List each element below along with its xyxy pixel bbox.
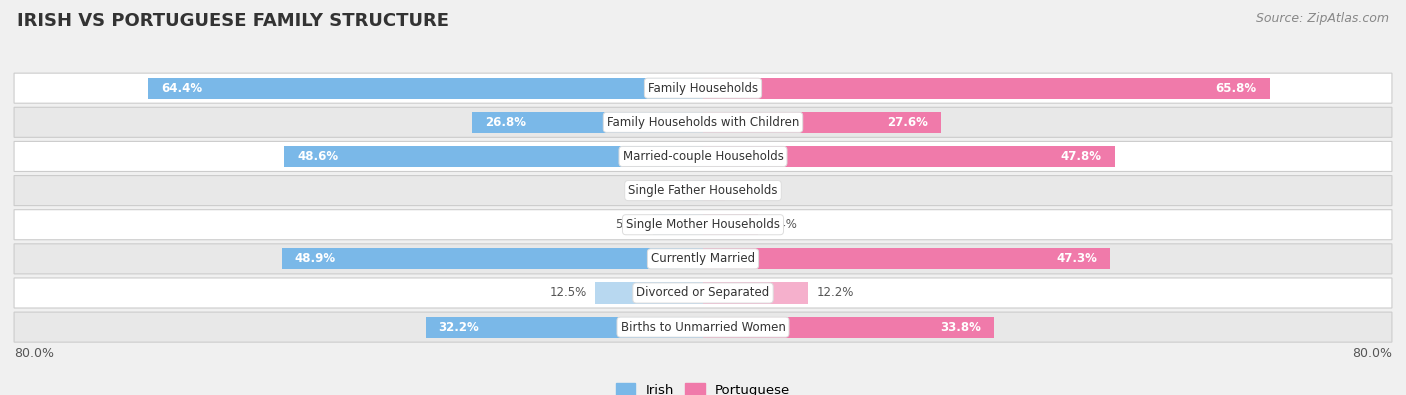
Text: Divorced or Separated: Divorced or Separated — [637, 286, 769, 299]
Text: Family Households: Family Households — [648, 82, 758, 95]
Text: 47.8%: 47.8% — [1060, 150, 1102, 163]
Text: 2.3%: 2.3% — [645, 184, 675, 197]
Text: 27.6%: 27.6% — [887, 116, 928, 129]
Text: 26.8%: 26.8% — [485, 116, 526, 129]
Text: Married-couple Households: Married-couple Households — [623, 150, 783, 163]
Text: 12.2%: 12.2% — [817, 286, 853, 299]
Text: 48.9%: 48.9% — [295, 252, 336, 265]
Text: Currently Married: Currently Married — [651, 252, 755, 265]
Text: Births to Unmarried Women: Births to Unmarried Women — [620, 321, 786, 334]
Legend: Irish, Portuguese: Irish, Portuguese — [610, 378, 796, 395]
Bar — [703, 112, 941, 133]
Text: Source: ZipAtlas.com: Source: ZipAtlas.com — [1256, 12, 1389, 25]
Text: 65.8%: 65.8% — [1216, 82, 1257, 95]
FancyBboxPatch shape — [14, 107, 1392, 137]
FancyBboxPatch shape — [14, 244, 1392, 274]
Text: IRISH VS PORTUGUESE FAMILY STRUCTURE: IRISH VS PORTUGUESE FAMILY STRUCTURE — [17, 12, 449, 30]
Text: Family Households with Children: Family Households with Children — [607, 116, 799, 129]
Bar — [683, 180, 703, 201]
Bar — [703, 180, 724, 201]
Text: 48.6%: 48.6% — [298, 150, 339, 163]
Bar — [703, 248, 1111, 269]
Text: 12.5%: 12.5% — [550, 286, 586, 299]
Text: Single Father Households: Single Father Households — [628, 184, 778, 197]
FancyBboxPatch shape — [14, 73, 1392, 103]
Bar — [652, 214, 703, 235]
Text: 32.2%: 32.2% — [439, 321, 479, 334]
Bar — [472, 112, 703, 133]
Bar — [703, 146, 1115, 167]
Bar — [703, 282, 808, 304]
FancyBboxPatch shape — [14, 175, 1392, 205]
Text: 80.0%: 80.0% — [1353, 347, 1392, 360]
FancyBboxPatch shape — [14, 141, 1392, 171]
Text: Single Mother Households: Single Mother Households — [626, 218, 780, 231]
FancyBboxPatch shape — [14, 278, 1392, 308]
Text: 33.8%: 33.8% — [941, 321, 981, 334]
Bar — [703, 316, 994, 338]
Bar — [284, 146, 703, 167]
Text: 6.4%: 6.4% — [766, 218, 797, 231]
FancyBboxPatch shape — [14, 210, 1392, 240]
Text: 2.5%: 2.5% — [733, 184, 763, 197]
Text: 64.4%: 64.4% — [162, 82, 202, 95]
Bar — [703, 77, 1270, 99]
Bar — [281, 248, 703, 269]
Bar — [426, 316, 703, 338]
FancyBboxPatch shape — [14, 312, 1392, 342]
Text: 80.0%: 80.0% — [14, 347, 53, 360]
Bar — [149, 77, 703, 99]
Bar — [703, 214, 758, 235]
Text: 47.3%: 47.3% — [1056, 252, 1098, 265]
Text: 5.8%: 5.8% — [614, 218, 644, 231]
Bar — [595, 282, 703, 304]
